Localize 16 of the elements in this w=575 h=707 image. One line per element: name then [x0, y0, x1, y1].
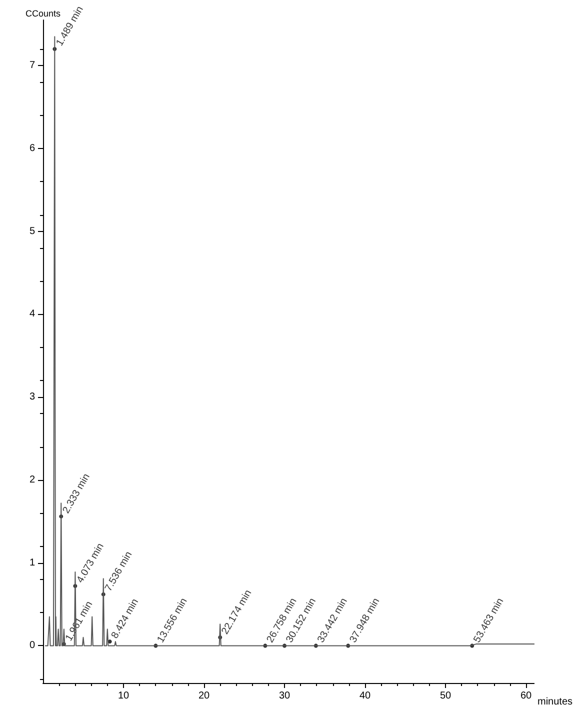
y-axis-title: CCounts: [25, 8, 62, 18]
y-tick-label: 7: [29, 60, 36, 72]
y-tick-label: 3: [29, 392, 36, 403]
y-tick-label: 2: [29, 474, 36, 486]
y-tick-label: 5: [29, 226, 36, 237]
x-tick-label: 40: [359, 690, 372, 702]
x-tick-label: 10: [118, 690, 130, 702]
x-tick-label: 30: [278, 690, 291, 702]
x-tick-label: 60: [520, 690, 532, 702]
y-tick-label: 4: [29, 308, 36, 320]
y-tick-label: 1: [29, 557, 36, 568]
x-axis-title: minutes: [537, 696, 573, 707]
x-tick-label: 50: [440, 690, 452, 702]
x-tick-label: 20: [198, 690, 210, 702]
y-tick-label: 6: [29, 142, 36, 154]
y-tick-label: 0: [29, 640, 36, 652]
